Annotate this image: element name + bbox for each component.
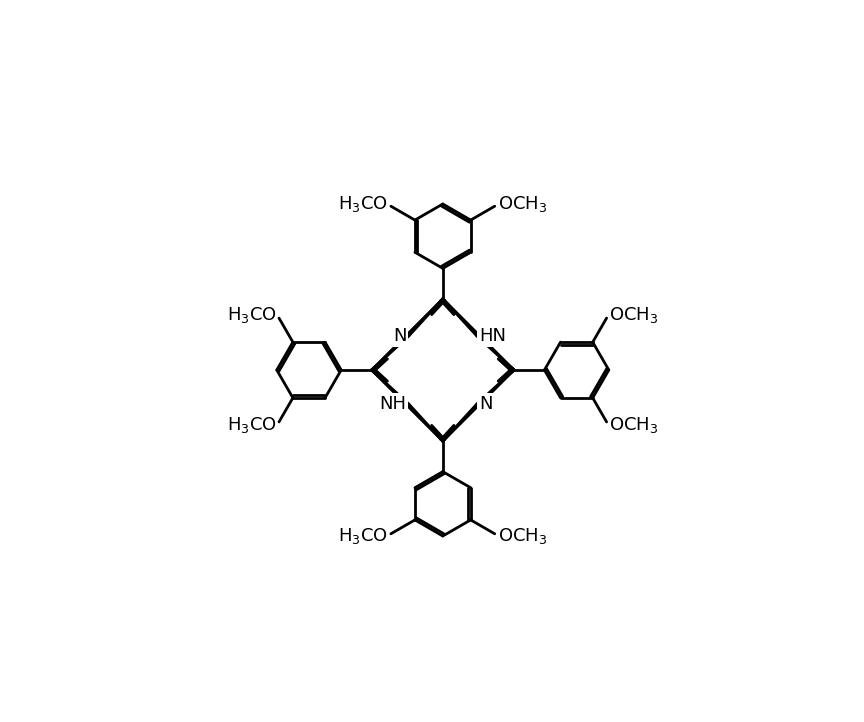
Text: H$_3$CO: H$_3$CO bbox=[227, 305, 277, 325]
Text: OCH$_3$: OCH$_3$ bbox=[498, 194, 548, 214]
Text: OCH$_3$: OCH$_3$ bbox=[608, 305, 658, 325]
Text: N: N bbox=[393, 327, 406, 345]
Text: H$_3$CO: H$_3$CO bbox=[338, 526, 388, 546]
Text: NH: NH bbox=[379, 395, 406, 413]
Text: OCH$_3$: OCH$_3$ bbox=[498, 526, 548, 546]
Text: OCH$_3$: OCH$_3$ bbox=[608, 415, 658, 435]
Text: H$_3$CO: H$_3$CO bbox=[227, 415, 277, 435]
Text: N: N bbox=[480, 395, 492, 413]
Text: HN: HN bbox=[480, 327, 506, 345]
Text: H$_3$CO: H$_3$CO bbox=[338, 194, 388, 214]
